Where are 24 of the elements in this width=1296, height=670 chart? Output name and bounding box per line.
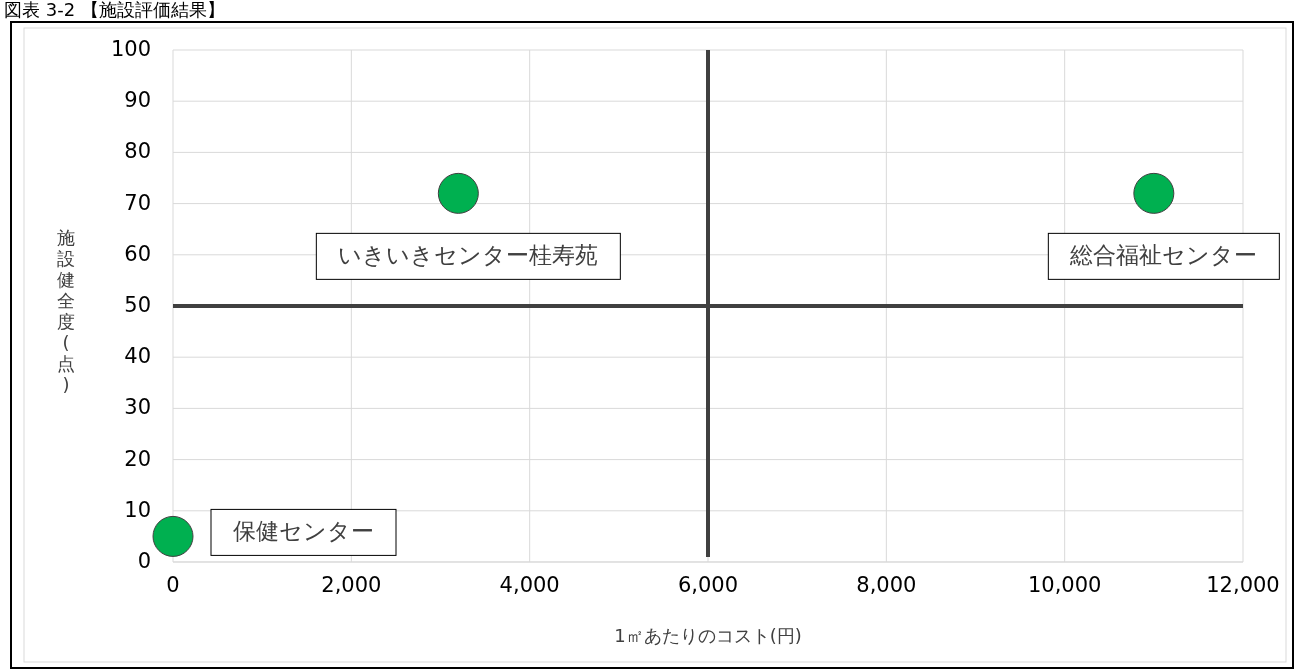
annotation: いきいきセンター桂寿苑 (338, 241, 599, 268)
y-tick-label: 0 (137, 549, 151, 573)
y-tick-label: 20 (124, 446, 151, 471)
chart-title: 図表 3-2 【施設評価結果】 (4, 0, 225, 20)
x-tick-label: 6,000 (677, 573, 739, 597)
y-tick-label: 80 (124, 139, 151, 164)
y-axis-title: 施設健全度(点) (57, 227, 75, 395)
x-tick-label: 2,000 (321, 573, 382, 597)
y-tick-label: 60 (124, 241, 151, 266)
y-tick-label: 50 (124, 293, 151, 317)
x-tick-label: 12,000 (1206, 573, 1280, 597)
y-tick-label: 40 (124, 344, 151, 369)
y-tick-label: 100 (110, 37, 151, 61)
x-tick-label: 4,000 (499, 573, 560, 597)
y-tick-label: 10 (124, 497, 151, 522)
annotation: 保健センター (233, 517, 374, 544)
annotation: 総合福祉センター (1069, 241, 1258, 268)
x-tick-label: 8,000 (856, 573, 917, 597)
y-tick-label: 70 (124, 190, 151, 215)
y-tick-label: 90 (124, 88, 151, 113)
x-tick-label: 10,000 (1027, 573, 1102, 597)
x-tick-label: 0 (166, 573, 180, 597)
y-tick-label: 30 (124, 395, 151, 420)
x-axis-title: 1㎡あたりのコスト(円) (614, 625, 802, 646)
